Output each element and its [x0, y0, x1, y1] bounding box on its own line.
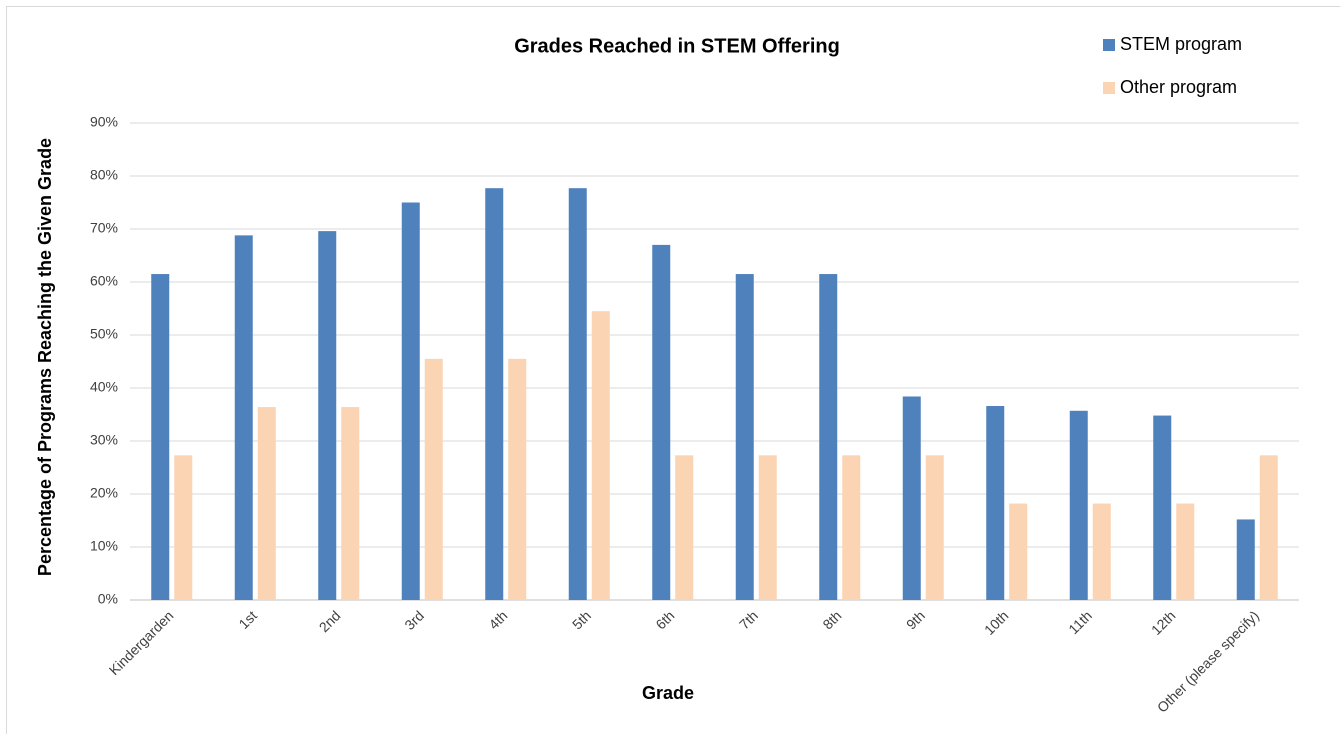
x-tick-label: 6th: [652, 607, 677, 632]
bar: [1259, 455, 1278, 600]
bar: [568, 188, 587, 600]
bar: [424, 358, 443, 600]
y-tick-label: 0%: [98, 591, 118, 607]
bar: [591, 311, 610, 600]
x-tick-label: Kindergarden: [106, 607, 177, 678]
x-tick-label: 4th: [485, 607, 510, 632]
y-axis-title: Percentage of Programs Reaching the Give…: [35, 138, 55, 576]
y-tick-label: 50%: [90, 326, 118, 342]
bar: [819, 274, 838, 600]
bar: [758, 455, 777, 600]
x-tick-label: 1st: [235, 607, 260, 632]
bar: [902, 396, 921, 600]
x-tick-label: 7th: [736, 607, 761, 632]
bar: [925, 455, 944, 600]
bar: [401, 202, 420, 600]
y-tick-label: 70%: [90, 220, 118, 236]
legend-label: STEM program: [1120, 34, 1242, 54]
bar: [341, 407, 360, 600]
bar: [151, 274, 170, 600]
bar: [485, 188, 504, 600]
bar: [986, 406, 1005, 600]
legend-swatch: [1103, 39, 1115, 51]
bar: [1069, 410, 1088, 600]
bar: [652, 244, 671, 600]
bar: [1153, 415, 1172, 600]
y-tick-label: 90%: [90, 114, 118, 130]
chart-title: Grades Reached in STEM Offering: [514, 35, 840, 57]
y-tick-label: 80%: [90, 167, 118, 183]
x-tick-label: 8th: [819, 607, 844, 632]
bar: [1236, 519, 1255, 600]
bar: [1176, 503, 1195, 600]
y-tick-label: 30%: [90, 432, 118, 448]
bar: [508, 358, 527, 600]
x-tick-label: 2nd: [316, 607, 344, 635]
y-tick-label: 10%: [90, 538, 118, 554]
x-tick-label: 9th: [903, 607, 928, 632]
x-tick-label: 12th: [1148, 607, 1179, 638]
bar: [842, 455, 861, 600]
bar: [735, 274, 754, 600]
x-tick-label: 11th: [1065, 607, 1095, 637]
bar: [1092, 503, 1111, 600]
y-tick-label: 60%: [90, 273, 118, 289]
bar: [257, 407, 276, 600]
bar: [318, 231, 337, 600]
bar: [174, 455, 193, 600]
legend-swatch: [1103, 82, 1115, 94]
x-tick-label: 10th: [981, 607, 1012, 638]
bar: [675, 455, 694, 600]
legend-label: Other program: [1120, 77, 1237, 97]
x-tick-label: 5th: [569, 607, 594, 632]
x-axis-title: Grade: [642, 683, 694, 703]
bar: [234, 235, 253, 601]
chart-border: [6, 6, 1340, 734]
x-tick-label: 3rd: [401, 607, 427, 633]
y-tick-label: 40%: [90, 379, 118, 395]
y-tick-label: 20%: [90, 485, 118, 501]
bar: [1009, 503, 1028, 600]
